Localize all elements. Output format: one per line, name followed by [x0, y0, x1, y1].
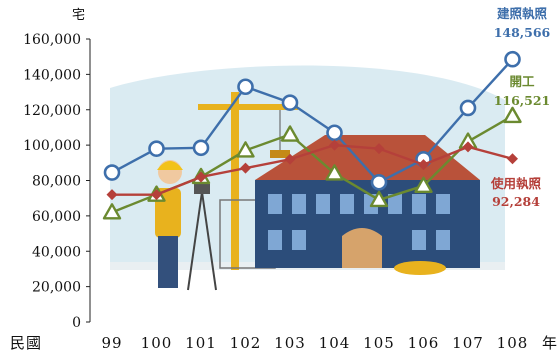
x-tick-label: 105 [363, 334, 395, 352]
data-point-diamond [106, 189, 118, 201]
x-tick-label: 99 [101, 334, 122, 352]
y-tick-label: 20,000 [32, 280, 81, 296]
tripod-leg-2 [201, 191, 217, 291]
series-line-2 [112, 143, 513, 196]
building-door [342, 228, 382, 268]
data-point-circle [192, 139, 210, 157]
survey-instrument [194, 184, 210, 194]
data-point-circle [237, 78, 254, 96]
x-tick-label: 103 [274, 334, 306, 352]
y-tick-label: 0 [72, 315, 81, 331]
tripod-leg-1 [187, 191, 203, 291]
series-line-0 [111, 58, 514, 184]
axes: 0 20,000 40,000 60,000 80,000 100,000 120,000 1… [10, 8, 558, 352]
building-windows [268, 194, 450, 250]
worker-helmet [157, 161, 183, 170]
data-point-diamond [195, 171, 207, 183]
x-tick-label: 104 [319, 334, 351, 352]
data-point-diamond [240, 162, 251, 174]
data-point-diamond [462, 141, 474, 153]
y-tick-label: 120,000 [23, 103, 81, 119]
x-axis-prefix: 民國 [10, 334, 42, 352]
construction-site-illustration [110, 65, 505, 291]
series-name-label: 開工 [509, 74, 535, 89]
y-tick-label: 60,000 [32, 209, 81, 225]
series-end-value-label: 116,521 [494, 93, 551, 108]
series-name-label: 使用執照 [490, 176, 542, 191]
data-point-diamond [418, 159, 429, 171]
data-point-triangle [369, 190, 389, 208]
data-point-triangle [236, 141, 255, 158]
data-point-circle [326, 124, 343, 142]
y-tick-label: 100,000 [23, 138, 81, 154]
x-tick-label: 106 [408, 334, 440, 352]
data-point-circle [103, 164, 121, 181]
data-point-circle [459, 99, 477, 117]
x-tick-label: 100 [141, 334, 173, 352]
y-tick-label: 40,000 [32, 244, 81, 260]
crane-hook-load [270, 150, 290, 158]
x-tick-label: 107 [452, 334, 484, 352]
x-tick-label: 102 [230, 334, 262, 352]
data-point-triangle [414, 176, 433, 194]
data-point-triangle [102, 203, 122, 220]
series-name-label: 建照執照 [497, 6, 548, 21]
sand-pile [394, 261, 446, 275]
data-point-diamond [329, 139, 340, 151]
data-point-triangle [280, 125, 300, 142]
series-end-value-label: 148,566 [494, 25, 551, 40]
data-point-diamond [507, 153, 518, 165]
data-point-diamond [151, 189, 162, 201]
data-point-circle [281, 94, 299, 111]
y-axis-label: 宅 [72, 8, 85, 23]
data-point-circle [504, 50, 521, 68]
data-point-circle [148, 140, 165, 157]
crane-mast [231, 92, 239, 270]
data-point-diamond [284, 153, 296, 165]
y-tick-label: 160,000 [23, 32, 81, 48]
data-point-diamond [373, 143, 385, 155]
series-end-value-label: 92,284 [492, 194, 540, 209]
data-point-triangle [503, 106, 522, 124]
crane-jib [198, 104, 298, 110]
x-tick-label: 108 [497, 334, 529, 352]
y-tick-label: 140,000 [23, 67, 81, 83]
x-axis-suffix: 年 [542, 334, 558, 352]
x-tick-label: 101 [185, 334, 217, 352]
worker-legs [158, 236, 178, 288]
data-point-circle [370, 173, 388, 191]
y-tick-label: 80,000 [32, 174, 81, 190]
data-point-triangle [325, 164, 344, 181]
labels-layer: 建照執照 148,566 開工 116,521 使用執照 92,284 [490, 6, 551, 209]
series-layer [102, 50, 522, 220]
